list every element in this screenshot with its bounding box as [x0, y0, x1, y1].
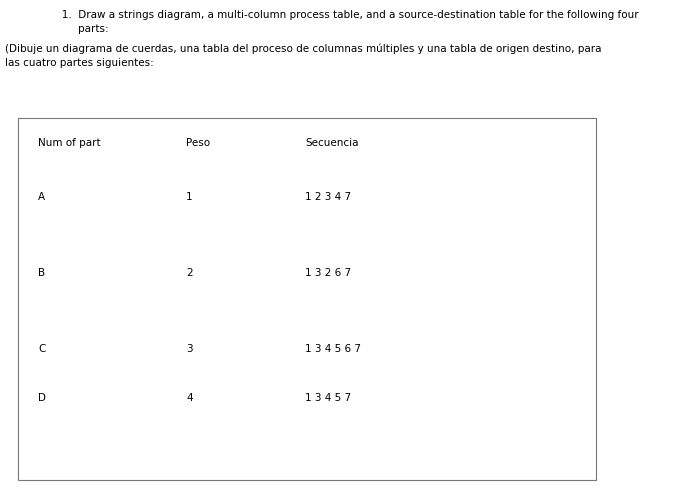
Text: C: C: [38, 344, 45, 354]
Text: Secuencia: Secuencia: [305, 138, 359, 148]
Text: 1 2 3 4 7: 1 2 3 4 7: [305, 192, 351, 202]
Text: 1: 1: [186, 192, 192, 202]
Text: Num of part: Num of part: [38, 138, 100, 148]
Text: las cuatro partes siguientes:: las cuatro partes siguientes:: [5, 58, 154, 68]
Text: 1 3 4 5 7: 1 3 4 5 7: [305, 393, 351, 403]
Text: 1.  Draw a strings diagram, a multi-column process table, and a source-destinati: 1. Draw a strings diagram, a multi-colum…: [52, 10, 639, 20]
Text: Peso: Peso: [186, 138, 210, 148]
Text: 1 3 2 6 7: 1 3 2 6 7: [305, 268, 351, 278]
Bar: [18, 118, 596, 480]
Text: 3: 3: [186, 344, 192, 354]
Text: D: D: [38, 393, 46, 403]
Text: parts:: parts:: [52, 24, 109, 34]
Text: 1 3 4 5 6 7: 1 3 4 5 6 7: [305, 344, 361, 354]
Text: B: B: [38, 268, 45, 278]
Text: A: A: [38, 192, 45, 202]
Text: 4: 4: [186, 393, 192, 403]
Text: 2: 2: [186, 268, 192, 278]
Text: (Dibuje un diagrama de cuerdas, una tabla del proceso de columnas múltiples y un: (Dibuje un diagrama de cuerdas, una tabl…: [5, 44, 602, 55]
